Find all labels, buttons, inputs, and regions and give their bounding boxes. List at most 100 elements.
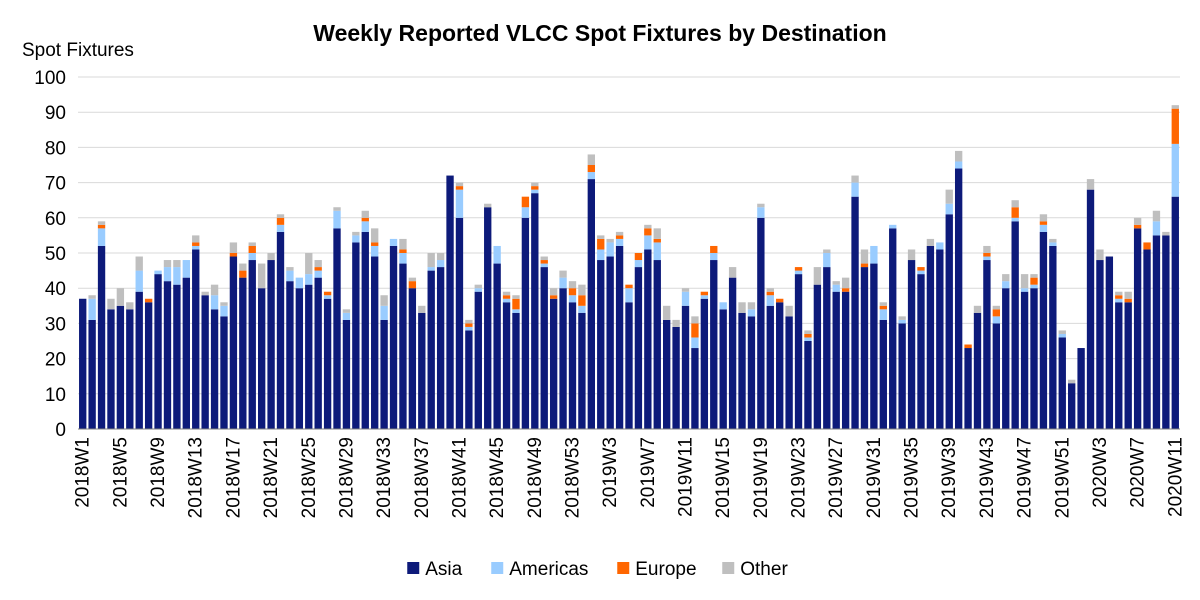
bar-segment-europe <box>568 288 577 296</box>
x-tick-label: 2019W11 <box>676 437 697 517</box>
bar-segment-europe <box>521 196 530 208</box>
bar-segment-americas <box>493 245 501 264</box>
bar-segment-asia <box>860 267 869 429</box>
bar-segment-asia <box>568 302 577 429</box>
bar-segment-asia <box>889 228 897 429</box>
bar-segment-asia <box>973 312 982 429</box>
bar-segment-other <box>926 238 935 246</box>
bar-segment-asia <box>295 288 304 429</box>
bar-segment-other <box>427 253 435 268</box>
bar-segment-europe <box>248 245 256 253</box>
bar-segment-asia <box>352 242 360 429</box>
bar-segment-asia <box>945 214 953 429</box>
bar-segment-other <box>163 260 172 268</box>
bar-segment-other <box>314 260 322 268</box>
bar-segment-asia <box>305 284 313 429</box>
bar-segment-europe <box>465 323 473 327</box>
bar-segment-americas <box>710 253 718 261</box>
bar-segment-asia <box>841 291 850 429</box>
bar-segment-asia <box>615 245 624 429</box>
bar-segment-other <box>813 267 822 285</box>
x-tick-label: 2019W31 <box>864 437 885 518</box>
x-tick-label: 2019W43 <box>977 437 998 518</box>
bar-segment-americas <box>597 249 605 261</box>
bar-segment-americas <box>983 256 991 261</box>
bar-segment-americas <box>757 207 765 218</box>
bar-segment-americas <box>540 263 548 268</box>
bar-segment-asia <box>578 312 586 429</box>
bar-segment-other <box>107 298 115 310</box>
bar-segment-other <box>484 203 492 208</box>
bar-segment-europe <box>615 235 624 239</box>
bar-segment-americas <box>1058 333 1066 338</box>
bar-segment-americas <box>427 267 435 271</box>
bar-segment-asia <box>1105 256 1114 429</box>
bar-segment-asia <box>851 196 859 429</box>
bar-segment-asia <box>229 256 238 429</box>
bar-segment-europe <box>239 270 247 278</box>
x-tick-label: 2018W45 <box>487 437 508 518</box>
x-tick-label: 2018W25 <box>299 437 320 518</box>
bar-segment-americas <box>851 182 859 197</box>
bar-segment-other <box>210 284 219 296</box>
bar-segment-americas <box>700 295 709 299</box>
bar-segment-americas <box>502 298 511 303</box>
bar-segment-other <box>841 277 850 289</box>
bar-segment-asia <box>691 348 699 429</box>
bar-segment-asia <box>323 298 332 429</box>
bar-segment-europe <box>1011 207 1019 218</box>
bar-segment-europe <box>1143 242 1151 250</box>
bar-segment-asia <box>465 330 473 429</box>
x-tick-label: 2020W3 <box>1090 437 1111 508</box>
legend-swatch <box>617 562 630 574</box>
bar-segment-other <box>436 253 445 261</box>
bar-segment-americas <box>521 207 530 218</box>
bar-segment-other <box>1058 330 1066 334</box>
bar-segment-americas <box>719 302 727 310</box>
bar-segment-other <box>418 305 426 313</box>
bar-segment-other <box>1133 217 1142 225</box>
bar-segment-other <box>1115 291 1123 296</box>
bar-segment-americas <box>794 270 803 275</box>
bar-segment-americas <box>276 224 285 232</box>
y-tick-labels: 0 10 20 30 40 50 60 70 80 90 100 <box>34 68 66 441</box>
bar-segment-other <box>954 150 963 162</box>
bar-segment-other <box>832 281 840 285</box>
bar-segment-asia <box>794 274 803 429</box>
bar-segment-europe <box>371 242 379 246</box>
bar-segment-asia <box>107 309 115 429</box>
bar-segment-europe <box>917 267 925 271</box>
bar-segment-other <box>1162 231 1170 236</box>
bar-segment-asia <box>559 288 567 429</box>
bar-segment-asia <box>785 316 793 429</box>
bar-segment-asia <box>201 295 209 429</box>
bar-segment-asia <box>823 267 831 429</box>
bar-segment-asia <box>964 348 972 429</box>
bar-segment-europe <box>644 228 652 236</box>
bar-segment-asia <box>549 298 558 429</box>
bar-segment-asia <box>1096 260 1104 429</box>
bar-segment-asia <box>521 217 530 429</box>
bar-segment-asia <box>983 260 991 429</box>
bar-segment-asia <box>267 260 275 429</box>
bar-segment-asia <box>898 323 906 429</box>
bar-segment-asia <box>455 217 464 429</box>
bar-segment-asia <box>154 274 162 429</box>
bar-segment-europe <box>314 267 322 271</box>
bar-segment-other <box>531 182 539 187</box>
bar-segment-europe <box>399 249 407 253</box>
bar-segment-asia <box>220 316 228 429</box>
bar-segment-asia <box>436 267 445 429</box>
bar-segment-asia <box>1086 189 1095 429</box>
bar-segment-americas <box>1152 221 1161 236</box>
bar-segment-asia <box>936 249 944 429</box>
bar-segment-other <box>1152 210 1161 222</box>
bar-segment-other <box>408 277 417 282</box>
bar-segment-other <box>738 302 746 313</box>
bar-segment-asia <box>493 263 501 429</box>
bar-segment-other <box>474 284 482 289</box>
x-tick-label: 2018W5 <box>110 437 131 508</box>
bar-segment-other <box>229 242 238 253</box>
bar-segment-asia <box>672 326 680 429</box>
bar-segment-asia <box>1020 291 1029 429</box>
